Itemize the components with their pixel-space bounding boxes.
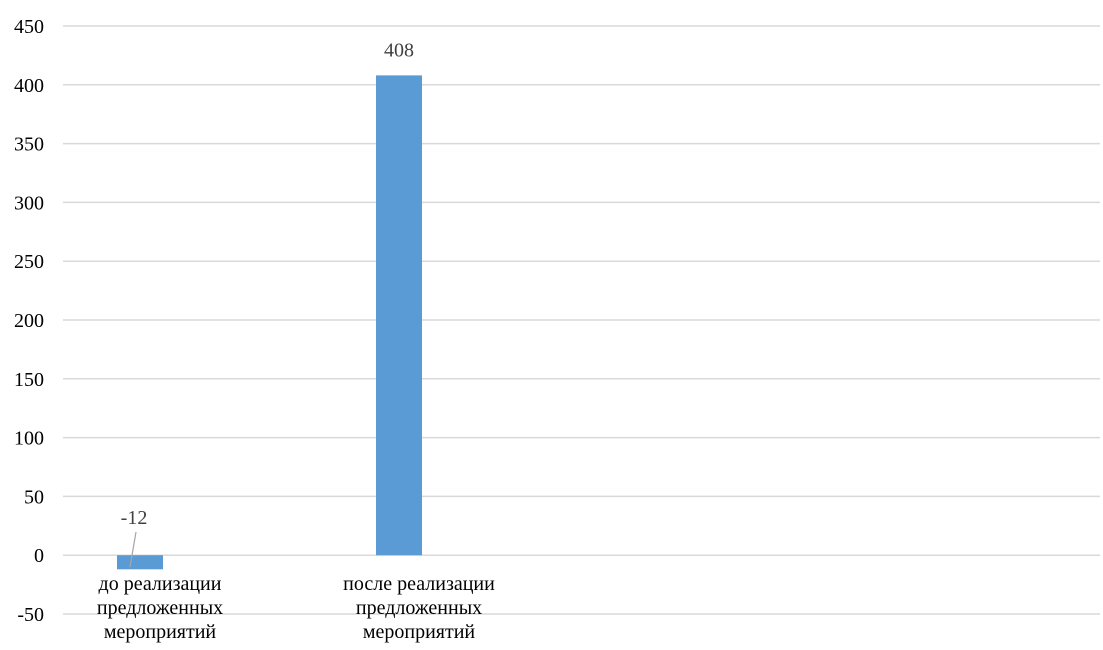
gridlines <box>63 25 1100 615</box>
y-tick-label: 100 <box>14 428 44 450</box>
bar <box>376 75 422 556</box>
leader-line <box>129 531 137 568</box>
data-label: -12 <box>121 507 148 529</box>
y-tick-label: 250 <box>14 251 44 273</box>
y-axis: 450 400 350 300 250 200 150 100 50 0 -50 <box>14 16 44 626</box>
y-tick-label: 450 <box>14 16 44 38</box>
x-category-label: до реализации предложенных мероприятий <box>97 573 223 643</box>
x-axis: до реализации предложенных мероприятийпосл… <box>97 573 495 643</box>
y-tick-label: 200 <box>14 310 44 332</box>
bars <box>117 75 422 570</box>
x-category-label-line: предложенных <box>356 597 482 619</box>
y-tick-label: 400 <box>14 75 44 97</box>
y-tick-label: -50 <box>17 604 44 626</box>
y-tick-label: 150 <box>14 369 44 391</box>
y-tick-label: 0 <box>34 545 44 567</box>
data-labels: -12 408 <box>121 39 414 568</box>
x-category-label-line: мероприятий <box>363 621 476 643</box>
bar <box>117 555 163 570</box>
y-tick-label: 350 <box>14 134 44 156</box>
x-category-label-line: после реализации <box>343 573 495 595</box>
x-category-label: после реализации предложенных мероприятий <box>343 573 495 643</box>
y-tick-label: 300 <box>14 192 44 214</box>
x-category-label-line: до реализации <box>99 573 222 595</box>
data-label: 408 <box>384 39 414 61</box>
x-category-label-line: мероприятий <box>104 621 217 643</box>
y-tick-label: 50 <box>24 486 44 508</box>
x-category-label-line: предложенных <box>97 597 223 619</box>
